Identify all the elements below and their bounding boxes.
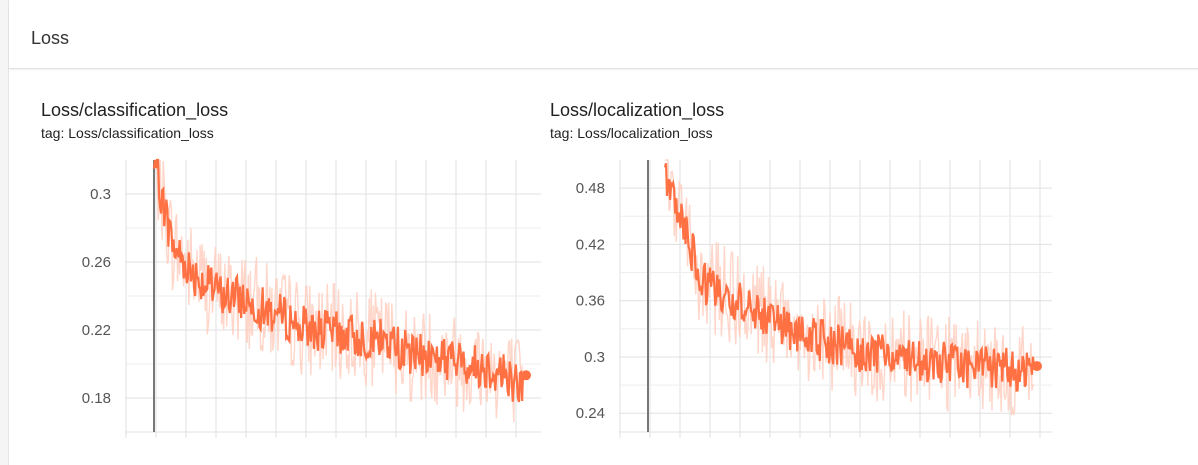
y-tick-label: 0.18 xyxy=(82,390,111,407)
plot-area: 0.18 0.22 0.26 0.3 xyxy=(82,158,541,438)
series-end-point xyxy=(521,370,531,381)
y-tick-label: 0.36 xyxy=(576,293,605,310)
plot-area: 0.24 0.3 0.36 0.42 0.48 xyxy=(576,159,1052,438)
y-tick-label: 0.26 xyxy=(82,254,111,271)
section-title: Loss xyxy=(31,28,70,48)
localization-loss-chart[interactable]: 0.24 0.3 0.36 0.42 0.48 xyxy=(550,96,1070,446)
loss-section-header[interactable]: Loss xyxy=(9,4,1198,69)
chart-title: Loss/classification_loss xyxy=(41,100,229,120)
raw-series-line xyxy=(153,159,524,423)
y-tick-label: 0.42 xyxy=(576,236,605,253)
smoothed-series-line xyxy=(663,162,1036,392)
y-tick-label: 0.24 xyxy=(576,405,605,422)
series-end-point xyxy=(1032,361,1042,372)
chart-title: Loss/localization_loss xyxy=(550,100,725,120)
y-tick-label: 0.3 xyxy=(584,349,605,366)
classification-loss-chart[interactable]: 0.18 0.22 0.26 0.3 xyxy=(41,96,551,446)
y-tick-label: 0.48 xyxy=(576,180,605,197)
chart-tag: tag: Loss/classification_loss xyxy=(41,125,214,141)
loss-panel: Loss Loss/classification_loss tag: Loss/… xyxy=(8,0,1198,465)
chart-tag: tag: Loss/localization_loss xyxy=(550,125,713,141)
smoothed-series-line xyxy=(152,158,525,403)
y-tick-label: 0.3 xyxy=(90,186,111,203)
y-tick-label: 0.22 xyxy=(82,322,111,339)
